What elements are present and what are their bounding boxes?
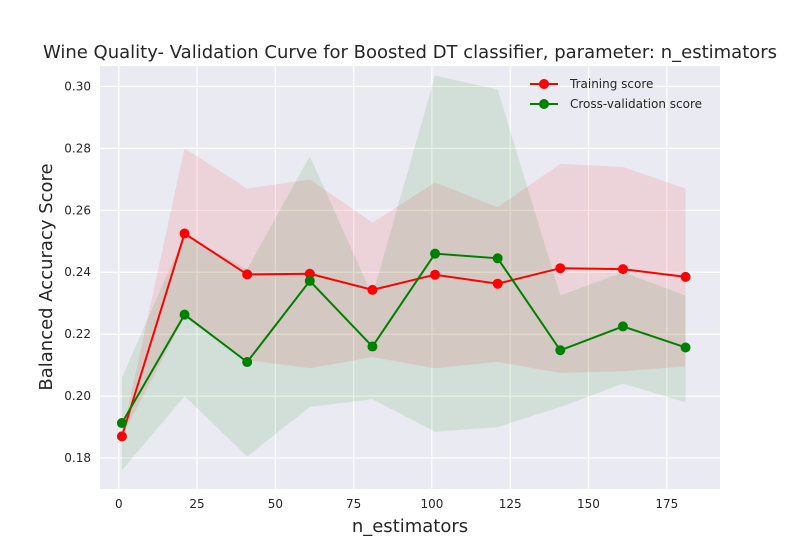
data-point [492,278,503,289]
x-tick-label: 0 [115,497,123,511]
chart-title: Wine Quality- Validation Curve for Boost… [43,42,777,63]
data-point [617,264,628,275]
y-tick-label: 0.22 [64,327,91,341]
y-tick-labels: 0.18 0.20 0.22 0.24 0.26 0.28 0.30 [64,79,91,465]
y-tick-label: 0.28 [64,141,91,155]
legend: Training score Cross-validation score [530,77,702,111]
x-axis-label: n_estimators [352,516,468,537]
data-point [555,345,566,356]
x-tick-label: 100 [420,497,443,511]
x-tick-label: 175 [655,497,678,511]
data-point [242,269,253,280]
x-tick-labels: 0 25 50 75 100 125 150 175 [115,497,678,511]
confidence-band-0 [121,148,686,437]
data-point [430,269,441,280]
confidence-bands [121,75,686,471]
series-line-1 [121,252,686,424]
data-point [680,271,691,282]
data-point [116,431,127,442]
data-point [179,228,190,239]
data-point [492,253,503,264]
y-tick-label: 0.30 [64,79,91,93]
data-point [367,341,378,352]
data-point [555,263,566,274]
legend-marker-training [539,79,549,89]
legend-marker-cv [539,99,549,109]
plot-area [100,66,720,489]
x-tick-label: 50 [268,497,283,511]
y-axis-label: Balanced Accuracy Score [36,163,57,390]
data-point [680,342,691,353]
series-line-0 [120,231,686,437]
y-tick-label: 0.24 [64,265,91,279]
legend-label-training: Training score [569,77,653,91]
data-point [179,309,190,320]
data-point [304,275,315,286]
data-point [242,357,253,368]
legend-label-cv: Cross-validation score [570,97,702,111]
y-tick-label: 0.20 [64,389,91,403]
y-tick-label: 0.18 [64,451,91,465]
confidence-band-1 [121,75,686,471]
x-tick-label: 150 [577,497,600,511]
data-point [367,284,378,295]
data-point [617,321,628,332]
grid [100,66,720,489]
data-point [430,248,441,259]
y-tick-label: 0.26 [64,203,91,217]
series-lines [116,228,691,442]
x-tick-label: 75 [346,497,361,511]
data-point [116,418,127,429]
x-tick-label: 125 [499,497,522,511]
data-point [304,268,315,279]
x-tick-label: 25 [189,497,204,511]
